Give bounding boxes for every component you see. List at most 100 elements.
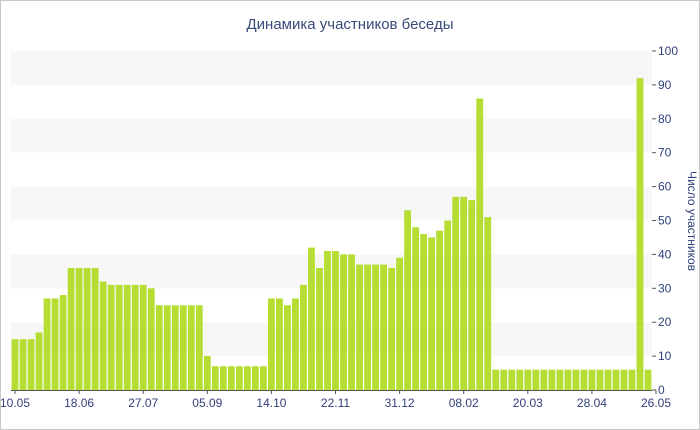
- bar: [147, 288, 155, 390]
- bar: [83, 267, 91, 390]
- bar: [452, 196, 460, 390]
- y-tick-label: 80: [658, 112, 672, 126]
- y-tick-label: 70: [658, 146, 672, 160]
- bar: [612, 369, 620, 390]
- bar: [572, 369, 580, 390]
- bar: [604, 369, 612, 390]
- bar: [412, 227, 420, 390]
- y-tick-label: 100: [658, 44, 678, 58]
- bar: [348, 254, 355, 390]
- grid-band: [11, 51, 652, 85]
- y-tick-label: 90: [658, 78, 672, 92]
- x-tick-label: 08.02: [449, 396, 479, 410]
- bar: [27, 339, 35, 390]
- y-tick-label: 50: [658, 214, 672, 228]
- bar: [620, 369, 628, 390]
- bar: [404, 210, 412, 390]
- bar: [292, 298, 299, 390]
- bars: [11, 78, 652, 391]
- bar: [492, 369, 500, 390]
- bar: [420, 234, 428, 390]
- x-tick-label: 26.05: [641, 396, 671, 410]
- y-axis-ticks: 0 10 20 30 40 50 60 70 80 90 100: [652, 44, 678, 397]
- bar: [380, 264, 387, 390]
- grid-band: [11, 186, 652, 221]
- y-tick-label: 40: [658, 247, 672, 261]
- x-tick-label: 27.07: [128, 396, 158, 410]
- bar: [636, 78, 644, 391]
- bar: [324, 251, 331, 390]
- bar: [524, 369, 532, 390]
- bar: [163, 305, 171, 390]
- bar: [300, 284, 307, 390]
- x-tick-label: 28.04: [577, 396, 607, 410]
- y-tick-label: 10: [658, 349, 672, 363]
- bar: [436, 230, 444, 390]
- bar: [67, 267, 75, 390]
- bar: [155, 305, 163, 390]
- bar: [516, 369, 524, 390]
- bar: [115, 284, 123, 390]
- x-tick-label: 14.10: [256, 396, 286, 410]
- bar: [628, 369, 636, 390]
- bar: [308, 247, 315, 390]
- bar: [588, 369, 596, 390]
- bar: [372, 264, 379, 390]
- x-axis-ticks: 10.05 18.06 27.07 05.09 14.10 22.11 31.12 08.02…: [1, 390, 671, 410]
- bar: [284, 305, 291, 390]
- bar: [444, 220, 452, 390]
- bar: [251, 366, 259, 390]
- bar: [468, 200, 476, 390]
- bar: [227, 366, 235, 390]
- bar: [123, 284, 131, 390]
- bar: [500, 369, 508, 390]
- bar: [59, 295, 67, 390]
- bar: [243, 366, 251, 390]
- bar: [91, 267, 99, 390]
- x-tick-label: 22.11: [321, 396, 350, 410]
- bar: [276, 298, 283, 390]
- bar: [548, 369, 556, 390]
- bar: [43, 298, 51, 390]
- grid-bands: [11, 51, 652, 357]
- bar: [187, 305, 195, 390]
- y-tick-label: 60: [658, 180, 672, 194]
- bar: [235, 366, 243, 390]
- bar: [644, 369, 652, 390]
- y-tick-label: 20: [658, 315, 672, 329]
- bar: [396, 257, 404, 390]
- bar: [540, 369, 548, 390]
- bar: [316, 267, 323, 390]
- grid-band: [11, 118, 652, 153]
- grid-band: [11, 254, 652, 289]
- bar: [211, 366, 219, 390]
- x-tick-label: 10.05: [1, 396, 30, 410]
- bar: [564, 369, 572, 390]
- grid-band: [11, 322, 652, 357]
- bar: [219, 366, 227, 390]
- bar: [428, 237, 436, 390]
- bar: [131, 284, 139, 390]
- chart-title: Динамика участников беседы: [247, 16, 454, 33]
- x-tick-label: 31.12: [385, 396, 415, 410]
- bar: [340, 254, 347, 390]
- y-axis-label: Число участников: [685, 171, 699, 271]
- bar: [107, 284, 115, 390]
- bar: [259, 366, 267, 390]
- bar: [35, 332, 43, 390]
- bar: [139, 284, 147, 390]
- y-tick-label: 30: [658, 281, 672, 295]
- bar: [179, 305, 187, 390]
- bar: [484, 217, 492, 390]
- bar: [580, 369, 588, 390]
- bar: [364, 264, 371, 390]
- x-tick-label: 05.09: [192, 396, 222, 410]
- x-tick-label: 18.06: [64, 396, 94, 410]
- bar: [556, 369, 564, 390]
- bar: [476, 98, 484, 391]
- bar: [11, 339, 19, 390]
- bar: [19, 339, 27, 390]
- bar: [508, 369, 516, 390]
- bar: [532, 369, 540, 390]
